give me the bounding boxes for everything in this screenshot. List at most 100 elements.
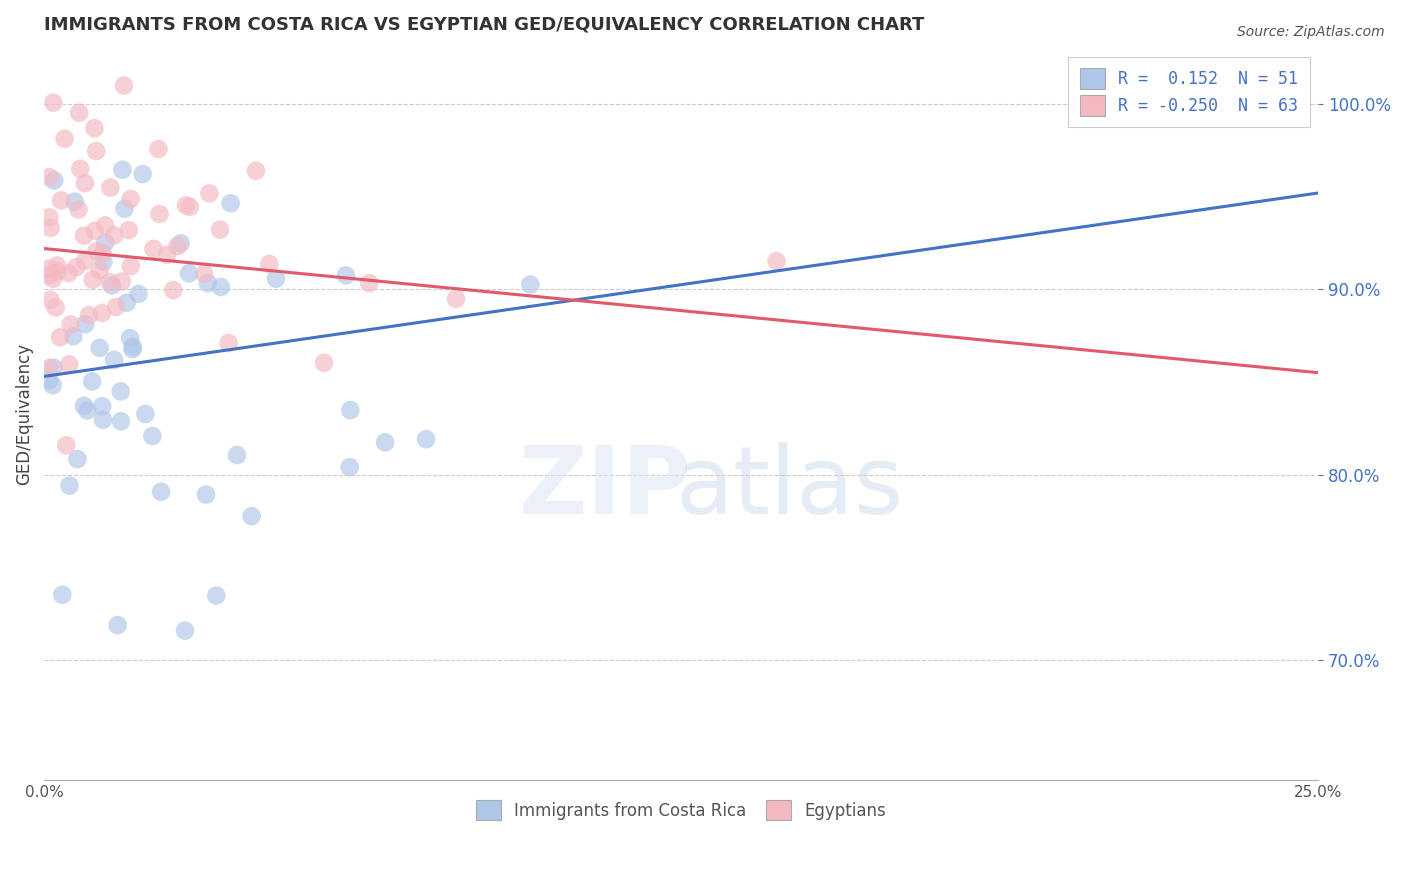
Point (62, 329, 84, 343)
Point (49, 330, 72, 344)
Point (209, 280, 232, 294)
Point (111, 275, 134, 289)
Point (98, 180, 121, 194)
Point (53, 132, 76, 146)
Point (58, 266, 80, 280)
Point (141, 429, 163, 443)
Point (66, 452, 89, 467)
Point (38, 268, 60, 283)
Point (67, 202, 90, 217)
Point (312, 356, 335, 370)
Point (83, 121, 105, 136)
Point (45, 301, 67, 315)
Point (134, 407, 156, 421)
Point (73, 399, 96, 413)
Point (82, 273, 104, 287)
Point (38, 211, 60, 225)
Point (73, 254, 96, 268)
Point (39, 220, 62, 235)
Point (91, 413, 114, 427)
Point (65, 260, 87, 274)
Point (128, 286, 150, 301)
Point (198, 186, 221, 201)
Point (142, 242, 165, 256)
Point (38, 373, 60, 387)
Point (38, 361, 60, 376)
Point (121, 340, 143, 354)
Point (111, 162, 134, 177)
Point (51, 588, 73, 602)
Text: ZIP: ZIP (519, 442, 692, 533)
Text: atlas: atlas (675, 442, 904, 533)
Point (131, 167, 153, 181)
Point (75, 317, 97, 331)
Point (120, 259, 142, 273)
Point (42, 360, 65, 375)
Point (121, 343, 143, 357)
Point (103, 353, 125, 368)
Point (94, 235, 117, 250)
Point (98, 275, 121, 289)
Point (193, 267, 215, 281)
Point (77, 308, 100, 322)
Point (765, 254, 787, 268)
Point (257, 257, 280, 271)
Point (103, 228, 125, 243)
Point (519, 277, 541, 292)
Point (63, 194, 86, 209)
Point (51, 194, 73, 208)
Point (46, 264, 69, 278)
Point (55, 438, 77, 452)
Point (339, 403, 361, 417)
Point (86, 244, 108, 259)
Point (46, 259, 69, 273)
Point (38, 170, 60, 185)
Point (177, 266, 200, 280)
Point (205, 589, 228, 603)
Point (226, 448, 249, 462)
Point (38, 261, 60, 276)
Point (118, 223, 141, 237)
Point (115, 295, 138, 310)
Point (162, 283, 184, 297)
Legend: Immigrants from Costa Rica, Egyptians: Immigrants from Costa Rica, Egyptians (470, 793, 893, 827)
Point (174, 198, 197, 212)
Point (148, 207, 170, 221)
Point (105, 300, 128, 314)
Point (110, 384, 132, 399)
Point (120, 331, 142, 345)
Point (89, 341, 111, 355)
Point (218, 336, 240, 351)
Point (39, 293, 62, 307)
Point (84, 224, 107, 238)
Point (76, 403, 98, 417)
Point (58, 478, 80, 492)
Point (339, 460, 361, 475)
Point (156, 247, 179, 261)
Point (197, 276, 219, 290)
Point (195, 487, 218, 501)
Point (112, 78, 135, 93)
Point (91, 245, 114, 260)
Point (219, 196, 242, 211)
Point (209, 222, 232, 236)
Point (264, 272, 287, 286)
Point (240, 509, 263, 524)
Point (89, 263, 111, 277)
Point (67, 105, 90, 120)
Y-axis label: GED/Equivalency: GED/Equivalency (15, 343, 32, 485)
Point (94, 219, 117, 233)
Point (120, 192, 142, 206)
Point (44, 173, 66, 187)
Point (110, 414, 132, 428)
Point (82, 375, 104, 389)
Point (93, 254, 115, 268)
Point (73, 228, 96, 243)
Point (169, 236, 191, 251)
Point (101, 278, 124, 293)
Point (114, 202, 136, 216)
Point (150, 484, 173, 499)
Point (91, 306, 114, 320)
Point (166, 239, 188, 253)
Point (91, 399, 114, 413)
